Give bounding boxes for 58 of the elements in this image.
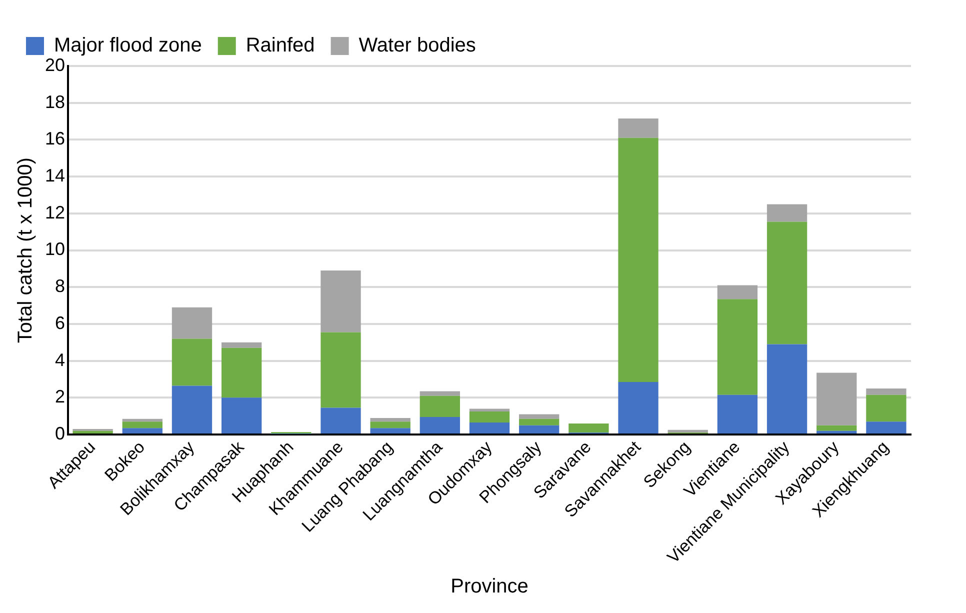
- bar: [668, 430, 708, 433]
- bar: [618, 138, 658, 382]
- bar: [568, 423, 609, 433]
- bar: [618, 118, 658, 138]
- bar: [320, 408, 361, 434]
- legend-label: Water bodies: [358, 34, 476, 57]
- y-tick-label: 12: [44, 202, 66, 222]
- y-tick-label: 20: [44, 54, 66, 75]
- y-tick-label: 8: [55, 276, 66, 296]
- bar: [717, 394, 758, 434]
- bar: [866, 422, 906, 434]
- bar: [618, 382, 658, 434]
- bar: [72, 430, 113, 434]
- bar: [519, 425, 560, 434]
- y-tick-label: 4: [55, 350, 66, 370]
- bar: [122, 418, 162, 422]
- y-tick-label: 6: [55, 312, 66, 333]
- y-tick-label: 2: [55, 386, 66, 407]
- bar: [221, 342, 262, 348]
- legend-label: Rainfed: [246, 34, 315, 57]
- bar: [766, 204, 808, 222]
- bar: [469, 408, 510, 412]
- y-axis-title: Total catch (t x 1000): [14, 157, 37, 344]
- bar: [420, 396, 460, 418]
- bar: [172, 386, 212, 434]
- bar: [370, 422, 410, 428]
- bar: [172, 338, 212, 386]
- bar: [420, 417, 460, 434]
- bar: [766, 222, 808, 344]
- bar: [816, 430, 857, 434]
- bar: [469, 411, 510, 423]
- bar: [816, 425, 857, 431]
- bar: [519, 414, 560, 419]
- y-tick-label: 10: [44, 239, 66, 260]
- bar: [122, 422, 162, 428]
- bar: [370, 418, 410, 422]
- bar: [717, 285, 758, 300]
- bar: [469, 422, 510, 434]
- bar: [420, 391, 460, 396]
- bar: [221, 348, 262, 398]
- y-tick-label: 0: [55, 423, 66, 444]
- bar: [866, 388, 906, 395]
- bar: [717, 299, 758, 395]
- bar: [370, 428, 410, 434]
- bar: [320, 270, 361, 332]
- bar: [221, 398, 262, 434]
- y-tick-label: 18: [44, 92, 66, 112]
- y-tick-label: 14: [44, 166, 66, 186]
- bar: [816, 372, 857, 426]
- y-tick-label: 16: [44, 128, 66, 149]
- x-axis-title: Province: [450, 576, 528, 598]
- bar: [172, 307, 212, 339]
- bar: [320, 332, 361, 408]
- bar: [866, 394, 906, 422]
- legend-label: Major flood zone: [54, 34, 202, 57]
- bar: [766, 344, 808, 434]
- bar: [519, 418, 560, 426]
- bar: [122, 428, 162, 434]
